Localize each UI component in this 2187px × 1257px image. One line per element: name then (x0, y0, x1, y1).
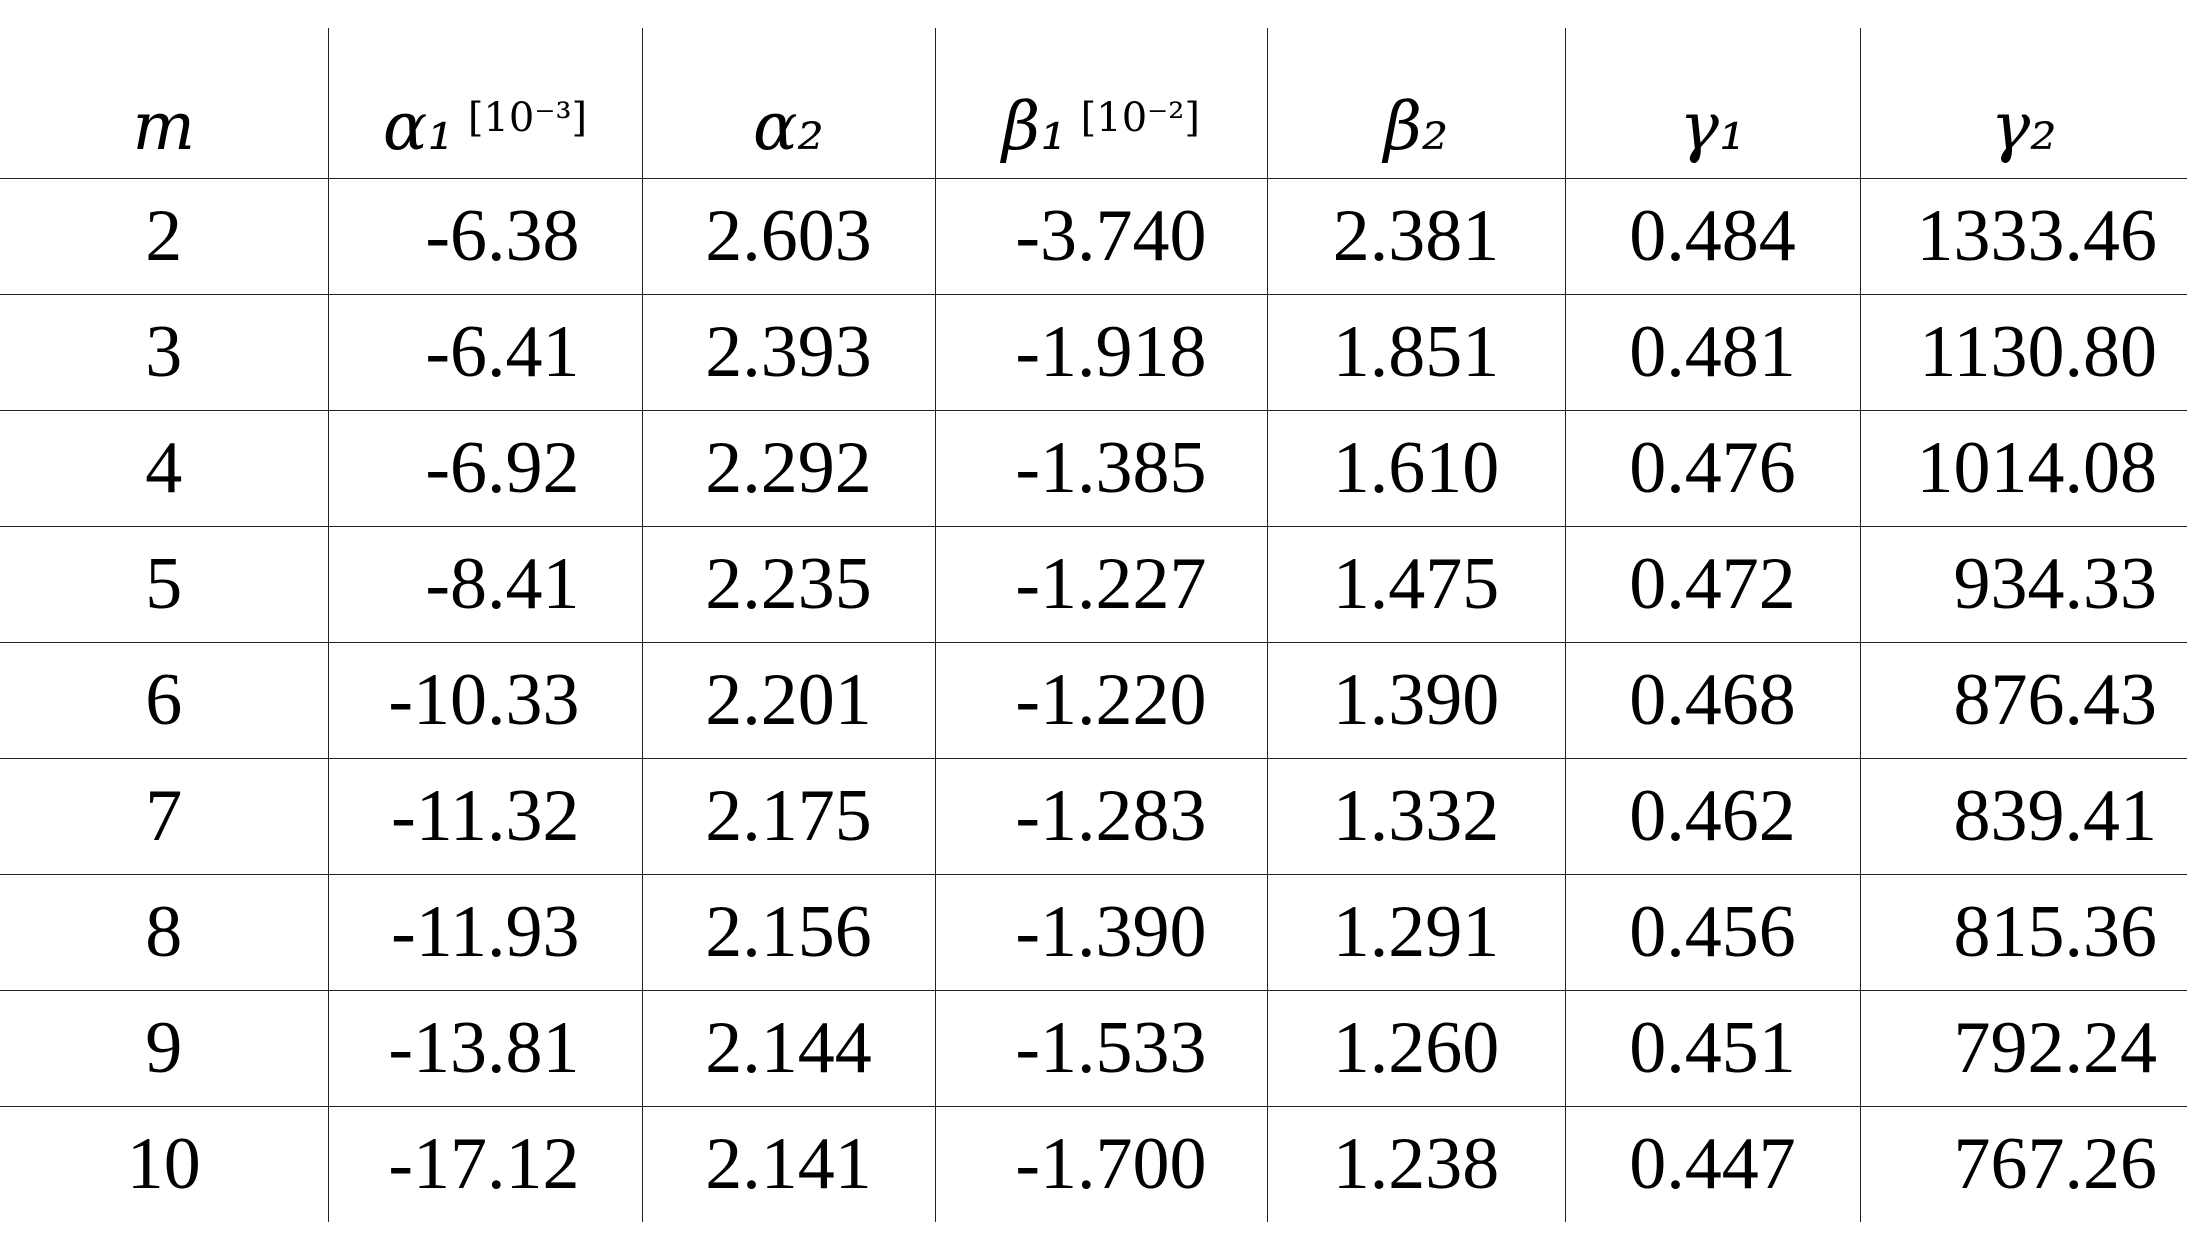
header-symbol: m (132, 87, 196, 165)
table-cell: -1.533 (934, 990, 1267, 1106)
table-cell: 2.156 (641, 874, 935, 990)
header-symbol: α₁ (382, 87, 454, 165)
table-cell: 2.381 (1266, 178, 1565, 294)
table-cell: 0.484 (1564, 178, 1860, 294)
table-cell: 1.238 (1266, 1106, 1565, 1222)
header-symbol: γ₂ (1990, 87, 2057, 165)
table-cell: 2.393 (641, 294, 935, 410)
table-cell: -10.33 (327, 642, 642, 758)
table-cell: 1.610 (1266, 410, 1565, 526)
table-row: 10 -17.12 2.141 -1.700 1.238 0.447 767.26 (0, 1106, 2187, 1222)
table-cell: -1.385 (934, 410, 1267, 526)
table-cell: -17.12 (327, 1106, 642, 1222)
table-cell: 0.468 (1564, 642, 1860, 758)
table-cell: -1.390 (934, 874, 1267, 990)
table-cell: 6 (145, 658, 183, 741)
table-cell: 1130.80 (1859, 294, 2187, 410)
table-cell: 1.291 (1266, 874, 1565, 990)
table-cell: 1.851 (1266, 294, 1565, 410)
header-unit: [10⁻³] (467, 94, 588, 141)
table-cell: 2.141 (641, 1106, 935, 1222)
header-cell: m (0, 28, 328, 178)
table-cell: 0.462 (1564, 758, 1860, 874)
table-cell: 7 (145, 774, 183, 857)
table-row: 8 -11.93 2.156 -1.390 1.291 0.456 815.36 (0, 874, 2187, 990)
table-cell: 2.201 (641, 642, 935, 758)
table-cell: 792.24 (1859, 990, 2187, 1106)
table-cell: 2.175 (641, 758, 935, 874)
table-cell: -6.41 (327, 294, 642, 410)
table-cell: -1.918 (934, 294, 1267, 410)
header-symbol: β₁ (1002, 87, 1067, 165)
table-cell: 3 (145, 310, 183, 393)
table-cell: -6.92 (327, 410, 642, 526)
table-cell: 1014.08 (1859, 410, 2187, 526)
table-cell: -6.38 (327, 178, 642, 294)
table-cell: 9 (145, 1006, 183, 1089)
table-cell: 0.472 (1564, 526, 1860, 642)
header-cell: γ₁ (1564, 28, 1860, 178)
table-cell: 839.41 (1859, 758, 2187, 874)
table-cell: -1.220 (934, 642, 1267, 758)
table-cell: 2.235 (641, 526, 935, 642)
table-cell: 2.603 (641, 178, 935, 294)
table-cell: -1.283 (934, 758, 1267, 874)
table-cell: 8 (145, 890, 183, 973)
table-cell: 5 (145, 542, 183, 625)
parameter-table: m α₁ [10⁻³] α₂ β₁ [10⁻²] β₂ γ₁ γ₂ 2 -6.38 2.603 -3.… (0, 28, 2187, 1222)
header-symbol: α₂ (752, 87, 825, 165)
table-cell: -8.41 (327, 526, 642, 642)
table-cell: 2.292 (641, 410, 935, 526)
table-cell: -3.740 (934, 178, 1267, 294)
table-cell: 0.476 (1564, 410, 1860, 526)
table-row: 9 -13.81 2.144 -1.533 1.260 0.451 792.24 (0, 990, 2187, 1106)
table-cell: 0.451 (1564, 990, 1860, 1106)
table-cell: 934.33 (1859, 526, 2187, 642)
table-row: 4 -6.92 2.292 -1.385 1.610 0.476 1014.08 (0, 410, 2187, 526)
table-cell: 10 (126, 1122, 201, 1205)
table-cell: 1.475 (1266, 526, 1565, 642)
table-cell: 1333.46 (1859, 178, 2187, 294)
table-body: 2 -6.38 2.603 -3.740 2.381 0.484 1333.46 3 -6.41… (0, 178, 2187, 1222)
header-symbol: β₂ (1383, 87, 1449, 165)
table-cell: 767.26 (1859, 1106, 2187, 1222)
table-cell: 2.144 (641, 990, 935, 1106)
table-row: 3 -6.41 2.393 -1.918 1.851 0.481 1130.80 (0, 294, 2187, 410)
table-cell: 0.447 (1564, 1106, 1860, 1222)
table-cell: 1.390 (1266, 642, 1565, 758)
header-cell: α₁ [10⁻³] (327, 28, 642, 178)
header-cell: β₁ [10⁻²] (934, 28, 1267, 178)
header-unit: [10⁻²] (1080, 94, 1200, 141)
header-cell: β₂ (1266, 28, 1565, 178)
table-cell: -11.93 (327, 874, 642, 990)
table-cell: 876.43 (1859, 642, 2187, 758)
table-cell: 1.332 (1266, 758, 1565, 874)
table-cell: 815.36 (1859, 874, 2187, 990)
table-cell: 1.260 (1266, 990, 1565, 1106)
table-cell: -1.700 (934, 1106, 1267, 1222)
table-cell: 0.456 (1564, 874, 1860, 990)
table-row: 2 -6.38 2.603 -3.740 2.381 0.484 1333.46 (0, 178, 2187, 294)
table-cell: -11.32 (327, 758, 642, 874)
table-cell: 4 (145, 426, 183, 509)
header-cell: γ₂ (1859, 28, 2187, 178)
table-row: 6 -10.33 2.201 -1.220 1.390 0.468 876.43 (0, 642, 2187, 758)
header-row: m α₁ [10⁻³] α₂ β₁ [10⁻²] β₂ γ₁ γ₂ (0, 28, 2187, 178)
table-row: 5 -8.41 2.235 -1.227 1.475 0.472 934.33 (0, 526, 2187, 642)
table-cell: 2 (145, 194, 183, 277)
table-cell: 0.481 (1564, 294, 1860, 410)
table-cell: -13.81 (327, 990, 642, 1106)
header-cell: α₂ (641, 28, 935, 178)
header-symbol: γ₁ (1679, 87, 1746, 165)
table-cell: -1.227 (934, 526, 1267, 642)
table-row: 7 -11.32 2.175 -1.283 1.332 0.462 839.41 (0, 758, 2187, 874)
